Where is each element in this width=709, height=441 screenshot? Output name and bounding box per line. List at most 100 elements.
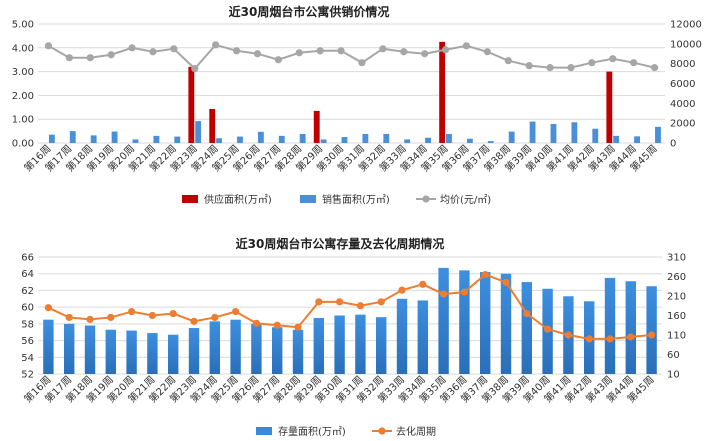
line-point <box>190 317 198 325</box>
line-point <box>232 47 241 55</box>
bar-b <box>153 135 160 143</box>
line-point <box>627 333 635 341</box>
y-right-tick: 12000 <box>670 20 702 31</box>
y-left-tick: 1.00 <box>12 115 34 126</box>
bar-a <box>480 272 491 374</box>
line-point <box>398 286 406 294</box>
bar-a <box>43 319 54 374</box>
line-point <box>440 290 448 298</box>
y-left-tick: 64 <box>21 269 34 280</box>
bar-b <box>613 135 620 143</box>
line-point <box>504 57 512 65</box>
line-point <box>606 335 614 343</box>
bar-b <box>320 139 327 143</box>
legend-swatch-marker <box>378 427 386 435</box>
bar-b <box>195 121 202 143</box>
line-point <box>650 64 659 72</box>
bar-b <box>466 138 473 143</box>
line-point <box>588 59 596 67</box>
chart1-title: 近30周烟台市公寓供销价情况 <box>229 4 390 19</box>
line-point <box>648 331 656 339</box>
legend-label: 销售面积(万㎡) <box>322 193 390 206</box>
line-point <box>609 55 617 63</box>
bar-a <box>459 270 470 374</box>
bar-b <box>362 133 369 143</box>
bar-a <box>168 334 179 374</box>
y-left-tick: 58 <box>21 319 34 330</box>
legend-swatch <box>256 427 272 435</box>
bar-b <box>237 136 243 143</box>
line-point <box>460 288 468 296</box>
line-point <box>481 270 489 279</box>
line-point <box>546 64 554 72</box>
legend-label: 均价(元/㎡) <box>440 194 491 206</box>
line-point <box>294 323 302 331</box>
bar-a <box>209 108 216 143</box>
line-point <box>419 280 427 288</box>
y-left-tick: 2.00 <box>12 91 34 102</box>
line-point <box>295 49 303 57</box>
y-right-tick: 6000 <box>670 79 695 90</box>
bar-b <box>529 121 536 143</box>
bar-b <box>299 133 306 143</box>
bar-b <box>132 139 139 143</box>
bar-b <box>48 134 55 143</box>
bar-a <box>355 314 366 374</box>
bar-a <box>438 267 449 374</box>
bar-b <box>487 141 494 143</box>
line-point <box>315 298 323 306</box>
line-point <box>525 62 533 70</box>
y-left-tick: 0.00 <box>12 139 34 150</box>
bar-b <box>69 131 76 143</box>
bar-a <box>604 277 616 374</box>
bar-a <box>64 323 75 374</box>
bar-a <box>396 298 408 374</box>
bar-a <box>251 323 262 374</box>
y-left-tick: 5.00 <box>12 20 34 31</box>
line-point <box>483 48 491 56</box>
y-right-tick: 160 <box>667 311 686 322</box>
bar-b <box>383 133 390 143</box>
bar-b <box>571 122 578 143</box>
bar-b <box>446 133 452 143</box>
line-point <box>107 313 115 322</box>
bar-b <box>90 135 97 143</box>
bar-b <box>341 137 348 143</box>
line-point <box>523 309 531 318</box>
line-point <box>128 44 136 52</box>
bar-a <box>439 41 446 143</box>
bar-b <box>257 131 264 143</box>
bar-a <box>625 281 636 374</box>
bar-a <box>230 319 241 374</box>
line-point <box>148 311 156 320</box>
bar-a <box>272 327 283 374</box>
line-point <box>170 45 178 53</box>
y-right-tick: 10000 <box>670 39 702 50</box>
y-right-tick: 110 <box>667 331 686 342</box>
line-point <box>441 46 450 54</box>
y-right-tick: 2000 <box>670 119 695 130</box>
line-point <box>358 59 366 67</box>
bar-a <box>313 110 320 143</box>
line-point <box>274 56 282 64</box>
line-point <box>253 50 262 58</box>
y-left-tick: 56 <box>21 336 34 347</box>
line-point <box>86 315 94 323</box>
y-right-tick: 210 <box>667 292 686 303</box>
y-left-tick: 52 <box>21 370 34 381</box>
bar-a <box>209 321 220 374</box>
chart2-legend: 存量面积(万㎡) 去化周期 <box>256 425 436 438</box>
y-right-tick: 4000 <box>670 99 695 110</box>
line-point <box>149 48 157 56</box>
line-point <box>252 319 260 327</box>
bar-b <box>111 131 118 143</box>
bar-a <box>500 273 512 374</box>
legend-swatch <box>182 195 198 203</box>
line-point <box>421 50 429 58</box>
bar-b <box>278 135 285 143</box>
y-right-tick: 260 <box>667 272 686 283</box>
bar-a <box>376 317 387 374</box>
bar-b <box>174 136 181 143</box>
bar-b <box>216 138 223 143</box>
bar-b <box>550 123 557 143</box>
